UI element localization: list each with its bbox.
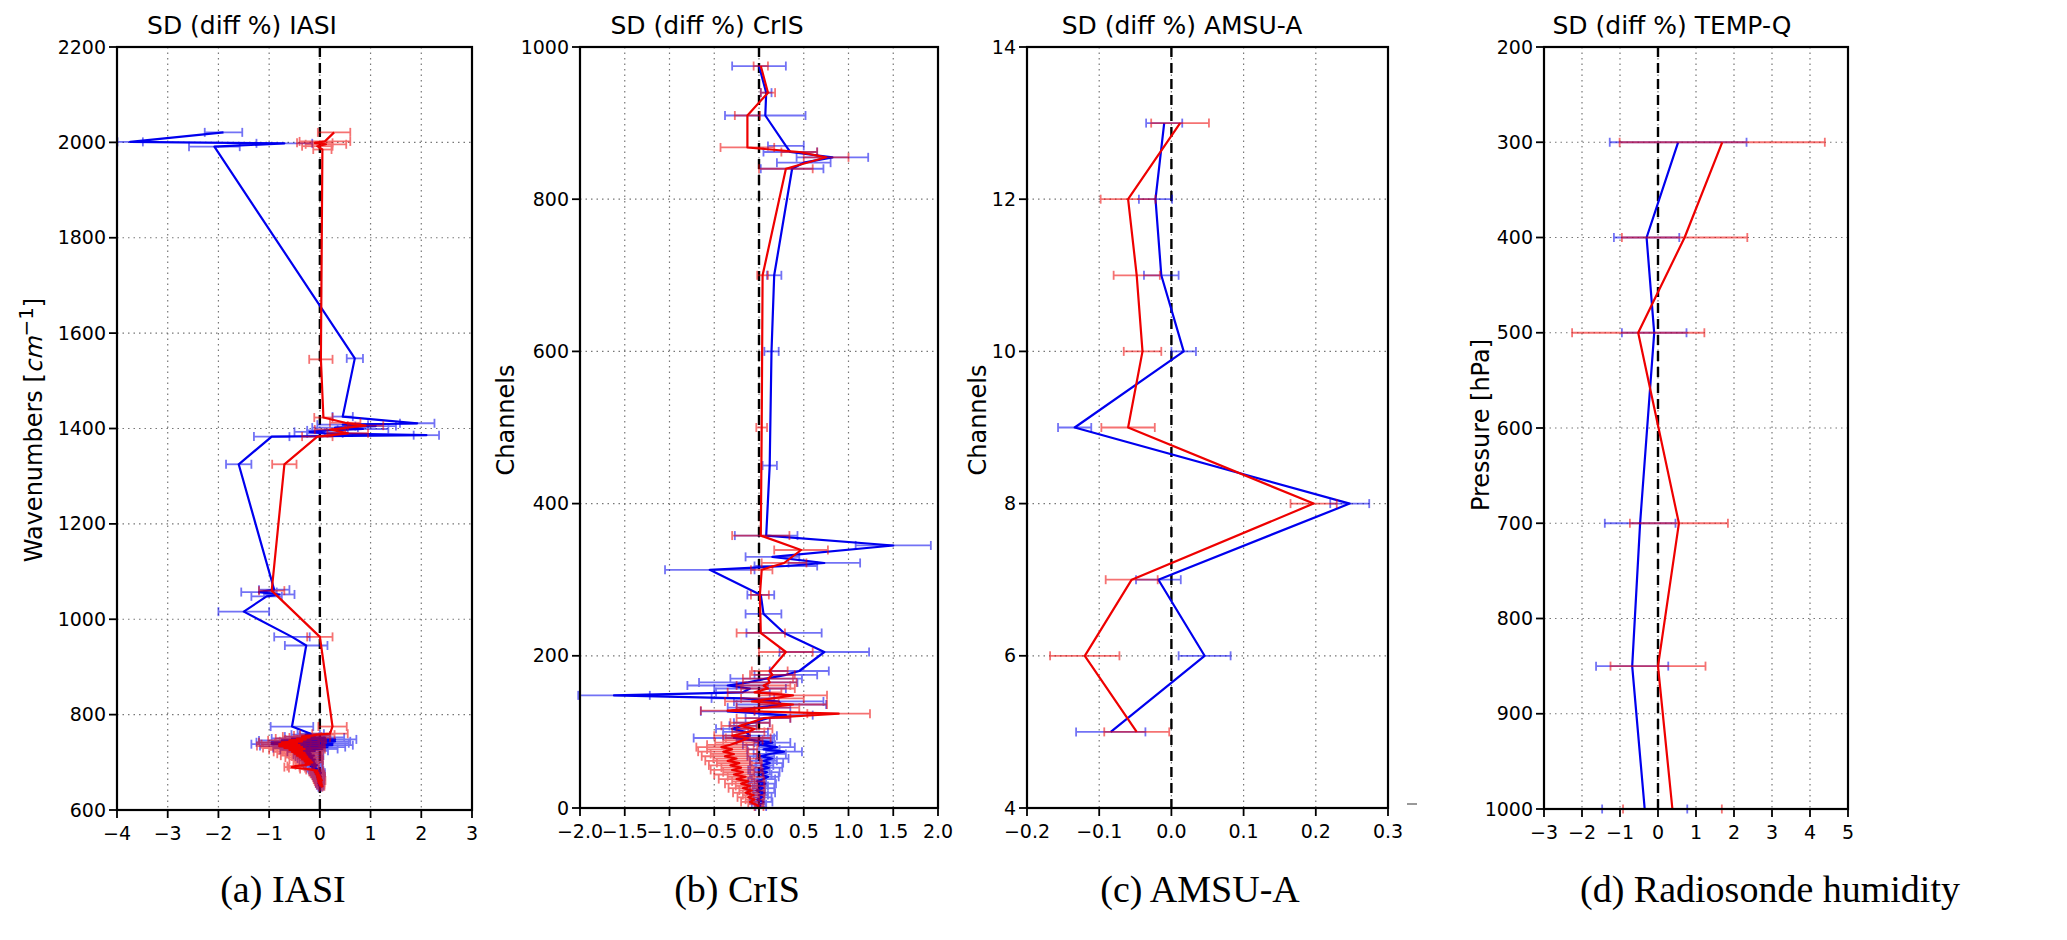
y-tick-label: 900 [1497,702,1533,724]
series-line-red [1638,142,1722,809]
x-tick-label: 0.5 [789,820,819,842]
panel-iasi: −4 −3 −2 −1 0 1 2 3 600 800 1000 1200 1400 1600 1800 20… [58,36,478,845]
x-tick-label: 2 [415,822,427,844]
x-tick-label: −3 [154,822,182,844]
x-tick-label: 0 [314,822,326,844]
x-tick-label: −2 [204,822,232,844]
plots-canvas: −4−3−2−101236008001000120014001600180020… [0,0,2067,940]
panel-title-amsua: SD (diff %) AMSU-A [1062,11,1303,40]
y-tick-label: 600 [1497,417,1533,439]
caption-cris: (b) CrIS [674,867,800,911]
error-bars-blue [118,128,440,792]
y-tick-label: 1800 [58,226,106,248]
x-tick-label: −3 [1530,821,1558,843]
panel-cris: −2.0−1.5−1.0−0.5 0.0 0.5 1.0 1.5 2.0 0 200 400 60… [521,36,953,843]
y-tick-label: 1200 [58,512,106,534]
series-line-blue [614,66,893,807]
y-tick-label: 600 [70,799,106,821]
panel-tempq: −3 −2 −1 0 1 2 3 4 5 200 300 400 500 600 700 800 900 1000 [1485,36,1854,844]
y-tick-label: 1600 [58,322,106,344]
x-tick-label: 1.0 [833,820,863,842]
y-tick-label: 300 [1497,131,1533,153]
x-tick-label: −2 [1568,821,1596,843]
caption-amsua: (c) AMSU-A [1100,867,1299,911]
y-tick-label: 1000 [521,36,569,58]
x-tick-label: 0.0 [744,820,774,842]
y-tick-label: 700 [1497,512,1533,534]
x-tick-label: −0.5 [691,820,737,842]
y-axis-label-amsua: Channels [964,364,992,475]
caption-iasi: (a) IASI [220,867,346,911]
x-tick-label: −1.5 [602,820,648,842]
y-tick-label: 200 [533,644,569,666]
y-axis-label-iasi-sup: −1 [14,307,38,336]
y-tick-label: 600 [533,340,569,362]
error-bars-red [1572,138,1825,814]
y-axis-label-tempq: Pressure [hPa] [1467,339,1495,511]
y-tick-label: 0 [557,797,569,819]
y-axis-label-iasi-text: Wavenumbers [ [20,373,48,562]
x-tick-label: 3 [466,822,478,844]
series-line-red [272,132,366,787]
y-tick-label: 6 [1004,644,1016,666]
y-tick-label: 800 [1497,607,1533,629]
x-tick-label: −4 [103,822,131,844]
x-tick-label: 5 [1842,821,1854,843]
y-tick-label: 1000 [58,608,106,630]
panel-title-iasi: SD (diff %) IASI [147,11,337,40]
x-tick-label: −0.2 [1004,820,1050,842]
x-tick-label: 2 [1728,821,1740,843]
x-tick-label: 0.0 [1156,820,1186,842]
y-tick-label: 1400 [58,417,106,439]
panel-amsua: −0.2 −0.1 0.0 0.1 0.2 0.3 4 6 8 10 12 14 [992,36,1403,843]
y-tick-label: 14 [992,36,1016,58]
y-tick-label: 12 [992,188,1016,210]
y-axis-label-iasi-close: ] [20,298,48,307]
y-tick-label: 8 [1004,492,1016,514]
y-tick-label: 4 [1004,797,1016,819]
x-tick-label: −1 [255,822,283,844]
y-axis-label-iasi: Wavenumbers [cm−1] [14,298,48,562]
y-tick-label: 400 [533,492,569,514]
y-tick-label: 10 [992,340,1016,362]
y-tick-label: 1000 [1485,798,1533,820]
x-tick-label: 1 [365,822,377,844]
caption-tempq: (d) Radiosonde humidity [1580,867,1960,911]
x-tick-label: 0 [1652,821,1664,843]
y-tick-label: 400 [1497,226,1533,248]
panel-title-tempq: SD (diff %) TEMP-Q [1552,11,1791,40]
y-axis-label-iasi-math: cm [20,337,48,374]
x-tick-label: 1 [1690,821,1702,843]
y-tick-label: 800 [70,703,106,725]
y-tick-label: 200 [1497,36,1533,58]
error-bars-blue [1596,138,1746,814]
x-tick-label: 1.5 [878,820,908,842]
x-tick-label: −1.0 [646,820,692,842]
y-tick-label: 500 [1497,321,1533,343]
x-tick-label: 2.0 [923,820,953,842]
series-line-blue [130,132,426,787]
x-tick-label: 0.3 [1373,820,1403,842]
y-axis-label-cris: Channels [492,364,520,475]
x-tick-label: 3 [1766,821,1778,843]
y-tick-label: 800 [533,188,569,210]
y-tick-label: 2000 [58,131,106,153]
x-tick-label: 0.1 [1228,820,1258,842]
x-tick-label: −2.0 [557,820,603,842]
x-tick-label: 4 [1804,821,1816,843]
x-tick-label: −1 [1606,821,1634,843]
series-line-blue [1632,142,1678,809]
x-tick-label: −0.1 [1076,820,1122,842]
panel-title-cris: SD (diff %) CrIS [610,11,803,40]
y-tick-label: 2200 [58,36,106,58]
x-tick-label: 0.2 [1301,820,1331,842]
figure: −4−3−2−101236008001000120014001600180020… [0,0,2067,940]
